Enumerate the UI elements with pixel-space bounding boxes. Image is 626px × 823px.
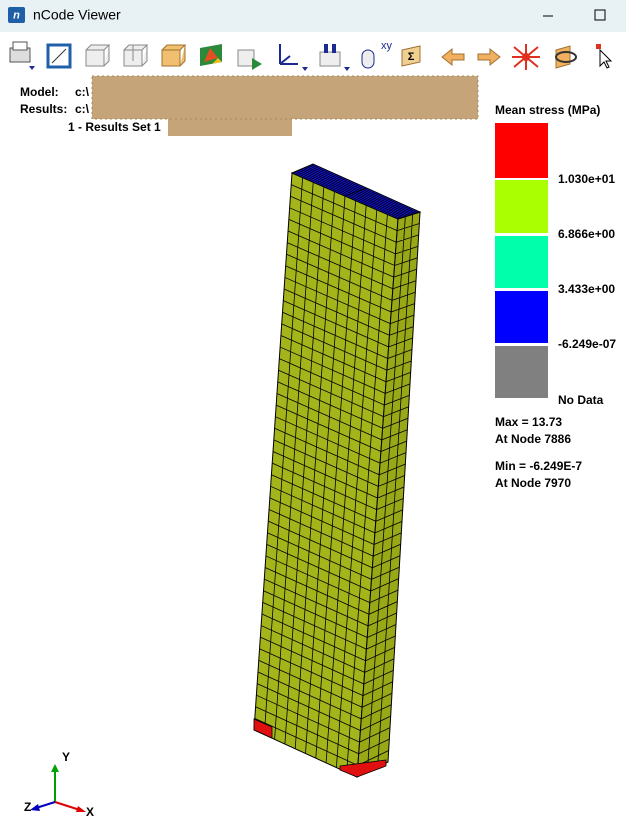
xy-plot-button[interactable]: xy [361,40,393,69]
app-icon: n [8,7,25,23]
max-node: At Node 7886 [495,432,571,446]
legend-swatch [495,346,548,398]
forward-button[interactable] [477,47,501,67]
svg-text:Σ: Σ [408,51,415,63]
side-face-grid [357,214,420,773]
hot-spot [339,759,387,778]
contour-button[interactable] [200,44,222,66]
legend-label: 6.866e+00 [558,227,615,241]
max-value: Max = 13.73 [495,415,562,429]
axis-label-z: Z [24,800,31,814]
rotate-button[interactable] [555,45,577,69]
print-button[interactable] [9,41,35,70]
axes-button[interactable] [279,44,308,71]
redacted-area [91,75,479,136]
results-label: Results: [20,102,67,116]
front-face-grid [254,177,398,773]
model-label: Model: [20,85,59,99]
fit-button[interactable] [46,43,72,69]
back-button[interactable] [441,47,465,67]
min-value: Min = -6.249E-7 [495,459,582,473]
svg-text:xy: xy [381,40,393,52]
toolbar: xy Σ [9,40,613,71]
probe-button[interactable] [319,44,350,71]
legend-title: Mean stress (MPa) [495,103,600,117]
model-path: c:\ [75,85,90,99]
results-path: c:\ [75,102,90,116]
select-button[interactable] [596,44,613,69]
legend-swatch [495,236,548,288]
min-node: At Node 7970 [495,476,571,490]
legend-label: 3.433e+00 [558,282,615,296]
svg-text:n: n [13,9,20,21]
view-front-button[interactable] [85,44,111,67]
legend-label: 1.030e+01 [558,172,615,186]
title-bar [0,0,626,32]
legend-swatch [495,180,548,233]
sum-button[interactable]: Σ [401,45,421,67]
axis-triad: Y Z X [24,750,94,819]
results-set: 1 - Results Set 1 [68,120,161,134]
hot-spot [253,718,273,739]
top-face-grid [293,164,418,219]
light-button[interactable] [512,44,540,70]
legend-swatch [495,123,548,178]
view-shaded-button[interactable] [161,44,187,67]
legend-swatch [495,291,548,343]
axis-label-y: Y [62,750,70,764]
legend-label: -6.249e-07 [558,337,616,351]
animate-button[interactable] [237,49,262,70]
axis-label-x: X [86,805,94,819]
legend-label: No Data [558,393,604,407]
maximize-button[interactable] [594,9,606,21]
view-wire-button[interactable] [123,44,149,67]
window-title: nCode Viewer [33,7,121,23]
fe-model [253,163,422,778]
